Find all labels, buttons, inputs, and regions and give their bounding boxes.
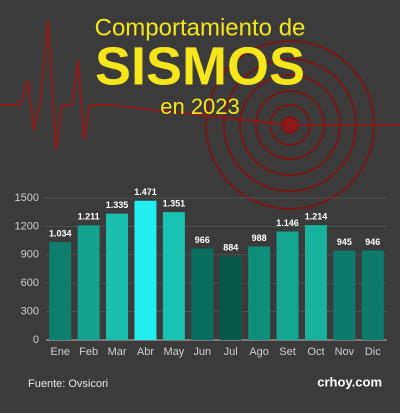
value-label: 1.335 bbox=[106, 200, 129, 210]
subtitle: en 2023 bbox=[160, 94, 240, 119]
y-tick-label: 1500 bbox=[15, 192, 39, 204]
x-tick-label: Nov bbox=[335, 346, 355, 358]
value-label: 988 bbox=[252, 233, 267, 243]
x-tick-label: Dic bbox=[365, 346, 381, 358]
value-label: 946 bbox=[365, 237, 380, 247]
bar bbox=[248, 246, 271, 340]
seismograph-line bbox=[0, 19, 400, 151]
value-label: 1.211 bbox=[78, 212, 100, 222]
value-label: 945 bbox=[337, 237, 352, 247]
value-label: 1.034 bbox=[49, 228, 72, 238]
title-emphasis: SISMOS bbox=[95, 36, 305, 96]
y-tick-label: 300 bbox=[21, 306, 39, 318]
x-tick-label: Ago bbox=[249, 346, 269, 358]
x-tick-label: Abr bbox=[137, 346, 154, 358]
bar bbox=[191, 248, 214, 340]
bar bbox=[304, 225, 327, 340]
value-label: 966 bbox=[195, 235, 210, 245]
x-tick-label: Set bbox=[279, 346, 296, 358]
bar bbox=[77, 225, 100, 340]
x-tick-label: Jul bbox=[224, 346, 238, 358]
bar bbox=[49, 242, 72, 340]
bar bbox=[333, 250, 356, 340]
value-label: 1.351 bbox=[163, 198, 186, 208]
y-tick-label: 0 bbox=[33, 334, 39, 346]
source: Fuente: Ovsicori bbox=[28, 378, 108, 390]
bar bbox=[219, 256, 242, 340]
value-label: 884 bbox=[223, 243, 238, 253]
bar bbox=[106, 213, 129, 340]
x-tick-label: Mar bbox=[108, 346, 127, 358]
value-label: 1.214 bbox=[305, 211, 328, 221]
value-label: 1.471 bbox=[134, 187, 157, 197]
value-label: 1.146 bbox=[276, 218, 299, 228]
x-tick-label: Feb bbox=[79, 346, 98, 358]
x-tick-label: Ene bbox=[50, 346, 70, 358]
bar bbox=[361, 250, 384, 340]
x-tick-label: Jun bbox=[193, 346, 211, 358]
y-tick-label: 600 bbox=[21, 277, 39, 289]
x-tick-label: May bbox=[163, 346, 184, 358]
bar bbox=[276, 231, 299, 340]
plot: 0 300 600 900 1200 1500 Ene 1.034 Feb 1.211 Mar 1.3… bbox=[15, 187, 387, 358]
bar bbox=[162, 212, 185, 340]
x-tick-label: Oct bbox=[307, 346, 324, 358]
title: Comportamiento de bbox=[95, 14, 306, 41]
y-tick-label: 1200 bbox=[15, 220, 39, 232]
bar bbox=[134, 200, 157, 340]
y-tick-label: 900 bbox=[21, 249, 39, 261]
brand-logo: crhoy.com bbox=[317, 374, 382, 389]
